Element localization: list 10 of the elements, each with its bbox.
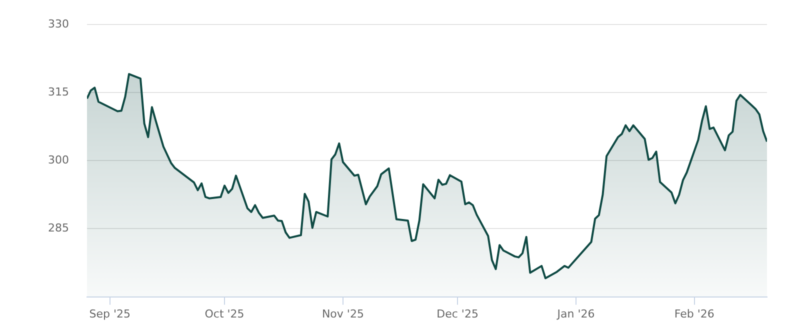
y-tick-label: 330 xyxy=(48,17,69,30)
y-tick-label: 285 xyxy=(48,222,69,235)
y-tick-label: 300 xyxy=(48,154,69,167)
x-tick-label: Oct '25 xyxy=(204,307,244,320)
y-tick-label: 315 xyxy=(48,86,69,99)
x-tick-label: Sep '25 xyxy=(89,307,131,320)
x-tick-label: Dec '25 xyxy=(436,307,478,320)
x-tick-label: Jan '26 xyxy=(556,307,595,320)
x-tick-label: Nov '25 xyxy=(322,307,364,320)
x-tick-label: Feb '26 xyxy=(674,307,714,320)
